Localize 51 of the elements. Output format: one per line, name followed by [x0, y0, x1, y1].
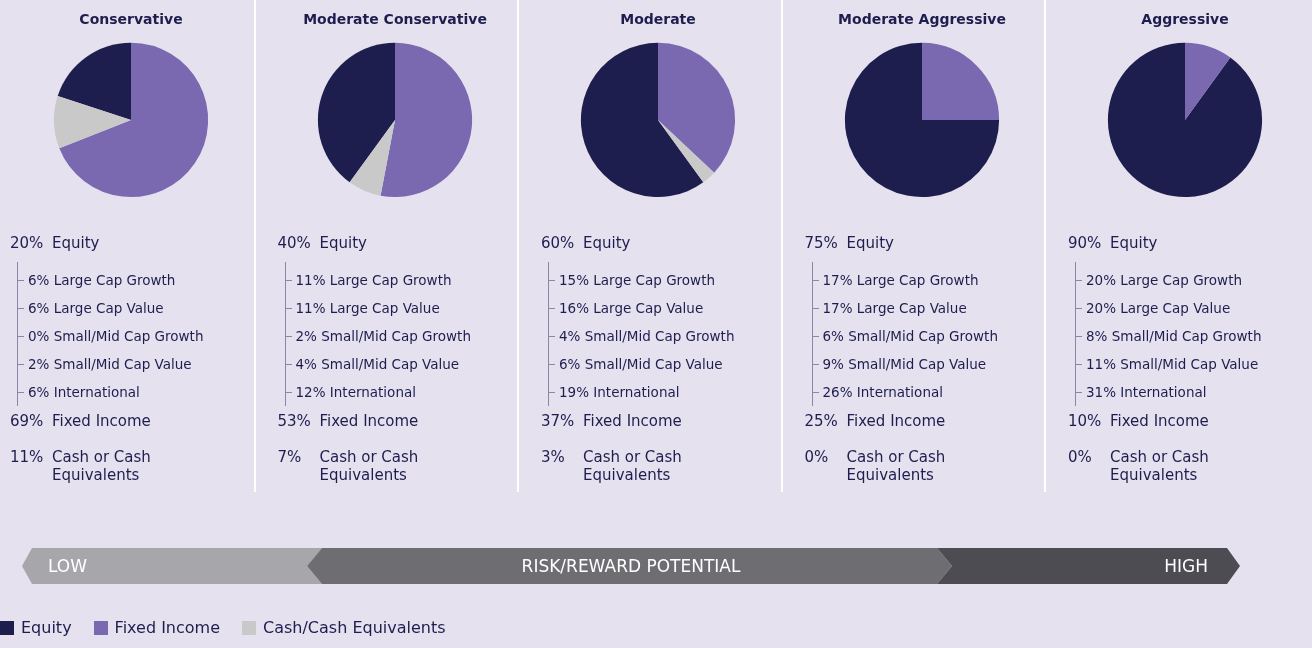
chart-title: Moderate Aggressive	[837, 11, 1006, 28]
text: 26% International	[812, 378, 1055, 406]
text: 17% Large Cap Growth	[812, 266, 1055, 294]
text: 75% Equity	[804, 234, 895, 252]
text: 4% Small/Mid Cap Value	[285, 350, 528, 378]
text: 20% Large Cap Growth	[1076, 266, 1312, 294]
text: 7% Cash or Cash Equivalents	[277, 448, 419, 484]
text: 0% Cash or Cash Equivalents	[1068, 448, 1209, 484]
text: 0% Cash or Cash Equivalents	[804, 448, 946, 484]
text: 12% International	[285, 378, 528, 406]
text: 10% Fixed Income	[1068, 412, 1210, 430]
text: 90% Equity	[1068, 234, 1159, 252]
text: 6% Large Cap Growth	[18, 266, 260, 294]
text: 25% Fixed Income	[804, 412, 947, 430]
text: 11% Large Cap Value	[285, 294, 528, 322]
text: 19% International	[549, 378, 791, 406]
text: 17% Large Cap Value	[812, 294, 1055, 322]
text: 53% Fixed Income	[277, 412, 420, 430]
chart-title: Moderate Conservative	[302, 11, 487, 28]
text: 16% Large Cap Value	[549, 294, 791, 322]
text: 3% Cash or Cash Equivalents	[541, 448, 682, 484]
text: 40% Equity	[277, 234, 368, 252]
text: 11% Cash or Cash Equivalents	[10, 448, 152, 484]
text: 11% Small/Mid Cap Value	[1076, 350, 1312, 378]
legend-label: Fixed Income	[114, 618, 221, 637]
text: 15% Large Cap Growth	[549, 266, 791, 294]
chart-title: Moderate	[620, 11, 696, 28]
chart-title: Aggressive	[1141, 11, 1229, 28]
text: 8% Small/Mid Cap Growth	[1076, 322, 1312, 350]
legend-label: Cash/Cash Equivalents	[263, 618, 446, 637]
chart-title: Conservative	[79, 11, 183, 28]
text: 20% Large Cap Value	[1076, 294, 1312, 322]
text: 6% Large Cap Value	[18, 294, 260, 322]
text: 20% Equity	[10, 234, 101, 252]
text: 9% Small/Mid Cap Value	[812, 350, 1055, 378]
text: 2% Small/Mid Cap Growth	[285, 322, 528, 350]
text: 6% International	[18, 378, 260, 406]
legend-label: Equity	[21, 618, 72, 637]
text: 2% Small/Mid Cap Value	[18, 350, 260, 378]
text: 60% Equity	[541, 234, 632, 252]
text: 31% International	[1076, 378, 1312, 406]
text: 4% Small/Mid Cap Growth	[549, 322, 791, 350]
text: 6% Small/Mid Cap Value	[549, 350, 791, 378]
text: 69% Fixed Income	[10, 412, 152, 430]
text: 11% Large Cap Growth	[285, 266, 528, 294]
text: 37% Fixed Income	[541, 412, 683, 430]
text: 0% Small/Mid Cap Growth	[18, 322, 260, 350]
text: RISK/REWARD POTENTIAL	[521, 556, 741, 576]
text: 6% Small/Mid Cap Growth	[812, 322, 1055, 350]
text: HIGH	[1164, 555, 1208, 578]
text: LOW	[48, 555, 88, 578]
